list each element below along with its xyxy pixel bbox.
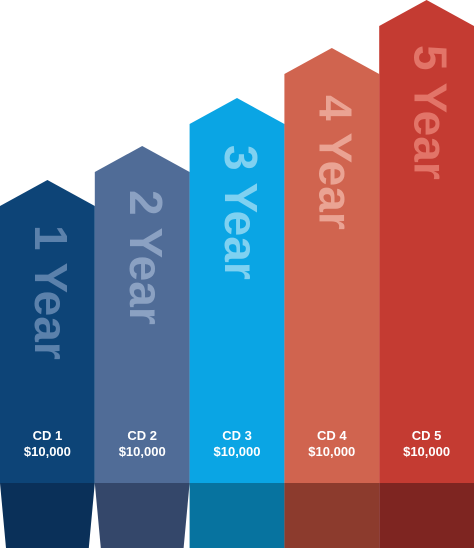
cd-name: CD 1 <box>33 428 63 443</box>
column-base <box>94 483 190 548</box>
column-base <box>379 483 474 548</box>
column-arrow <box>94 146 190 483</box>
column-base <box>189 483 285 548</box>
column-arrow <box>284 48 380 483</box>
cd-name: CD 3 <box>222 428 252 443</box>
cd-amount: $10,000 <box>403 444 450 459</box>
year-label: 1 Year <box>25 225 77 360</box>
year-label: 2 Year <box>120 190 172 325</box>
cd-amount: $10,000 <box>24 444 71 459</box>
column-arrow <box>0 180 95 483</box>
cd-amount: $10,000 <box>308 444 355 459</box>
column-base <box>0 483 95 548</box>
column-arrow <box>379 0 474 483</box>
cd-name: CD 2 <box>127 428 157 443</box>
cd-amount: $10,000 <box>214 444 261 459</box>
year-label: 3 Year <box>215 145 267 280</box>
column-arrow <box>189 98 285 483</box>
year-label: 5 Year <box>404 45 456 180</box>
cd-name: CD 5 <box>412 428 442 443</box>
cd-amount: $10,000 <box>119 444 166 459</box>
cd-name: CD 4 <box>317 428 347 443</box>
year-label: 4 Year <box>310 95 362 230</box>
column-base <box>284 483 380 548</box>
